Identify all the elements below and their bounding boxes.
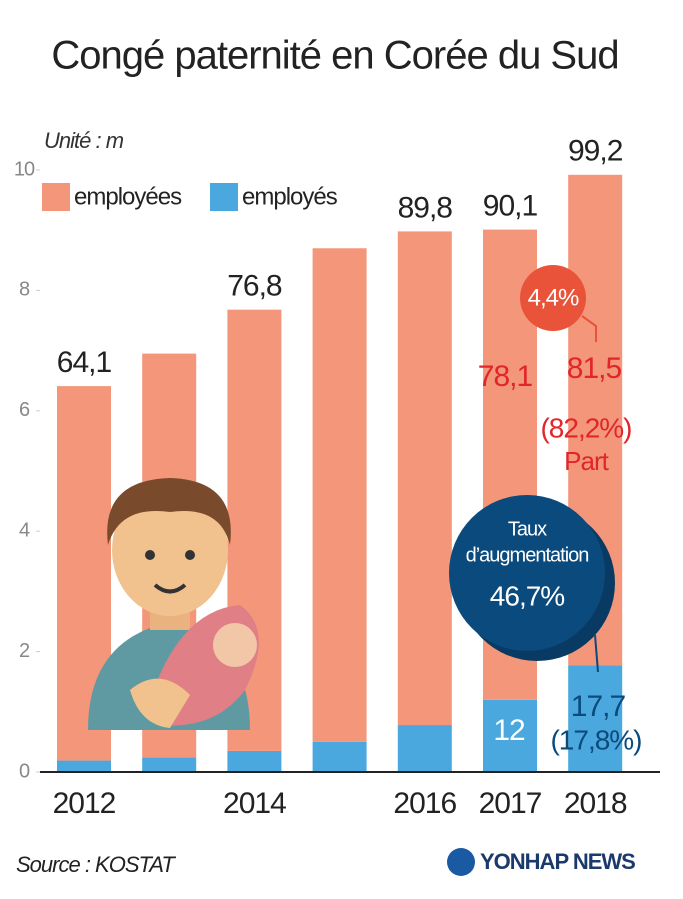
y-tick-label: 10 [14, 158, 35, 180]
bar-segment [312, 248, 367, 742]
x-tick-label: 2017 [479, 787, 542, 820]
total-label: 90,1 [483, 190, 538, 223]
connector [594, 634, 599, 673]
bar-segment [312, 741, 367, 772]
source: Source : KOSTAT [16, 852, 176, 877]
x-tick-label: 2018 [564, 787, 627, 820]
y-tick-label: 0 [19, 760, 30, 782]
unit-label: Unité : m [44, 128, 124, 153]
growth-circle-men [449, 495, 605, 651]
share-women: (82,2%) [540, 412, 631, 443]
growth-men: 46,7% [490, 580, 564, 611]
value-label: 81,5 [567, 352, 622, 385]
growth-label: Taux [508, 518, 547, 540]
total-label: 64,1 [57, 346, 112, 379]
connector [581, 315, 597, 342]
value-label: 12 [493, 714, 525, 747]
logo-icon [447, 848, 475, 876]
x-tick-label: 2014 [223, 787, 286, 820]
share-label: Part [564, 446, 609, 476]
y-tick-label: 4 [19, 519, 30, 541]
bar-segment [57, 760, 111, 772]
value-label: 17,7 [571, 690, 626, 723]
growth-circle [520, 265, 586, 331]
bar-segment [483, 699, 537, 772]
title: Congé paternité en Corée du Sud [51, 34, 618, 78]
x-tick-label: 2012 [53, 787, 116, 820]
growth-women: 4,4% [528, 284, 579, 311]
bar-segment [397, 231, 452, 726]
legend-label: employées [74, 183, 182, 210]
bar-segment [568, 665, 623, 772]
total-label: 76,8 [227, 270, 282, 303]
x-tick-label: 2016 [393, 787, 456, 820]
total-label: 89,8 [398, 191, 453, 224]
bar-segment [397, 725, 452, 772]
bar-segment [227, 750, 282, 772]
y-tick-label: 6 [19, 399, 30, 421]
bar-segment [142, 757, 197, 772]
logo: YONHAP NEWS [480, 849, 635, 874]
value-label: 78,1 [478, 360, 533, 393]
legend-label: employés [242, 183, 338, 210]
share-men: (17,8%) [550, 724, 641, 755]
legend-swatch [42, 183, 70, 211]
total-label: 99,2 [568, 135, 623, 168]
illustration [88, 478, 259, 730]
y-tick-label: 8 [19, 279, 30, 301]
legend-swatch [210, 183, 238, 211]
growth-label: d’augmentation [466, 544, 589, 566]
y-tick-label: 2 [19, 640, 30, 662]
